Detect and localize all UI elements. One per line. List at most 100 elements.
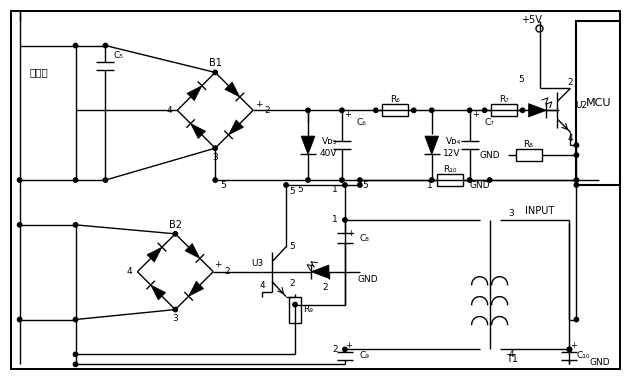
Text: 5: 5: [362, 180, 368, 190]
Bar: [382, 105, 408, 116]
Text: +: +: [256, 100, 263, 109]
Text: R₇: R₇: [498, 95, 509, 104]
Text: +: +: [472, 110, 479, 119]
Polygon shape: [147, 247, 162, 262]
Polygon shape: [529, 104, 546, 117]
Circle shape: [468, 108, 472, 112]
Text: R₉: R₉: [303, 305, 313, 314]
Text: 2: 2: [568, 78, 573, 87]
Polygon shape: [187, 86, 202, 101]
Circle shape: [73, 352, 78, 356]
Bar: [289, 297, 301, 323]
Text: +: +: [215, 260, 222, 269]
Text: 4: 4: [259, 281, 265, 290]
Text: 1: 1: [332, 185, 338, 195]
Circle shape: [430, 108, 434, 112]
Polygon shape: [191, 124, 206, 139]
Circle shape: [487, 178, 492, 182]
Text: +: +: [570, 341, 577, 350]
Circle shape: [173, 307, 177, 312]
Text: Vᴅ₃: Vᴅ₃: [322, 137, 338, 146]
Circle shape: [574, 153, 579, 157]
Text: 5: 5: [289, 242, 295, 251]
Bar: [577, 21, 620, 185]
Text: 3: 3: [172, 314, 178, 323]
Circle shape: [411, 108, 416, 112]
Text: Vᴅ₄: Vᴅ₄: [446, 137, 461, 146]
Text: C₇: C₇: [485, 118, 495, 127]
Text: GND: GND: [480, 150, 500, 160]
Circle shape: [306, 178, 310, 182]
Polygon shape: [311, 265, 329, 279]
Text: INPUT: INPUT: [525, 206, 554, 216]
Circle shape: [73, 362, 78, 367]
Circle shape: [343, 183, 347, 187]
Circle shape: [536, 25, 543, 32]
Circle shape: [358, 183, 362, 187]
Text: 5: 5: [297, 185, 303, 195]
Text: 4: 4: [167, 106, 172, 115]
Polygon shape: [228, 120, 244, 135]
Circle shape: [343, 218, 347, 222]
Circle shape: [343, 347, 347, 352]
Text: 3: 3: [509, 209, 514, 218]
Circle shape: [567, 347, 572, 352]
Polygon shape: [189, 281, 204, 296]
Circle shape: [18, 317, 22, 322]
Text: GND: GND: [469, 180, 490, 190]
Circle shape: [483, 108, 487, 112]
Text: C₁₀: C₁₀: [577, 351, 590, 360]
Text: 40V: 40V: [319, 149, 337, 158]
Circle shape: [358, 178, 362, 182]
Circle shape: [73, 178, 78, 182]
Circle shape: [103, 43, 108, 48]
Text: R₁₀: R₁₀: [443, 165, 456, 174]
Circle shape: [213, 178, 218, 182]
Polygon shape: [151, 285, 166, 300]
Circle shape: [339, 178, 344, 182]
Text: 电话线: 电话线: [29, 67, 48, 78]
Text: 5: 5: [519, 75, 524, 84]
Circle shape: [18, 223, 22, 227]
Text: 12V: 12V: [443, 149, 461, 158]
Circle shape: [213, 70, 218, 74]
Circle shape: [574, 317, 579, 322]
Circle shape: [73, 223, 78, 227]
Bar: [437, 174, 463, 186]
Bar: [516, 149, 541, 161]
Polygon shape: [225, 82, 240, 97]
Circle shape: [574, 183, 579, 187]
Circle shape: [73, 317, 78, 322]
Text: 2: 2: [332, 345, 338, 354]
Polygon shape: [185, 244, 200, 258]
Text: R₆: R₆: [390, 95, 400, 104]
Circle shape: [213, 146, 218, 150]
Text: 2: 2: [289, 279, 295, 288]
Text: B2: B2: [169, 220, 182, 230]
Circle shape: [103, 178, 108, 182]
Circle shape: [468, 178, 472, 182]
Text: +: +: [346, 341, 352, 350]
Text: 1: 1: [332, 215, 338, 225]
Text: 2: 2: [225, 267, 230, 276]
Polygon shape: [425, 136, 439, 154]
Text: GND: GND: [358, 275, 379, 284]
Circle shape: [521, 108, 525, 112]
Circle shape: [574, 178, 579, 182]
Circle shape: [374, 108, 378, 112]
Text: C₉: C₉: [360, 351, 370, 360]
Text: MCU: MCU: [586, 98, 611, 108]
Text: T1: T1: [505, 355, 517, 364]
Text: 4: 4: [509, 350, 514, 359]
Text: 4: 4: [568, 134, 573, 143]
Text: +: +: [348, 230, 355, 238]
Text: 1: 1: [427, 180, 433, 190]
Text: +: +: [345, 110, 351, 119]
Circle shape: [306, 108, 310, 112]
Circle shape: [73, 43, 78, 48]
Circle shape: [339, 108, 344, 112]
Circle shape: [567, 347, 572, 352]
Circle shape: [293, 302, 297, 307]
Circle shape: [430, 178, 434, 182]
Circle shape: [574, 143, 579, 147]
